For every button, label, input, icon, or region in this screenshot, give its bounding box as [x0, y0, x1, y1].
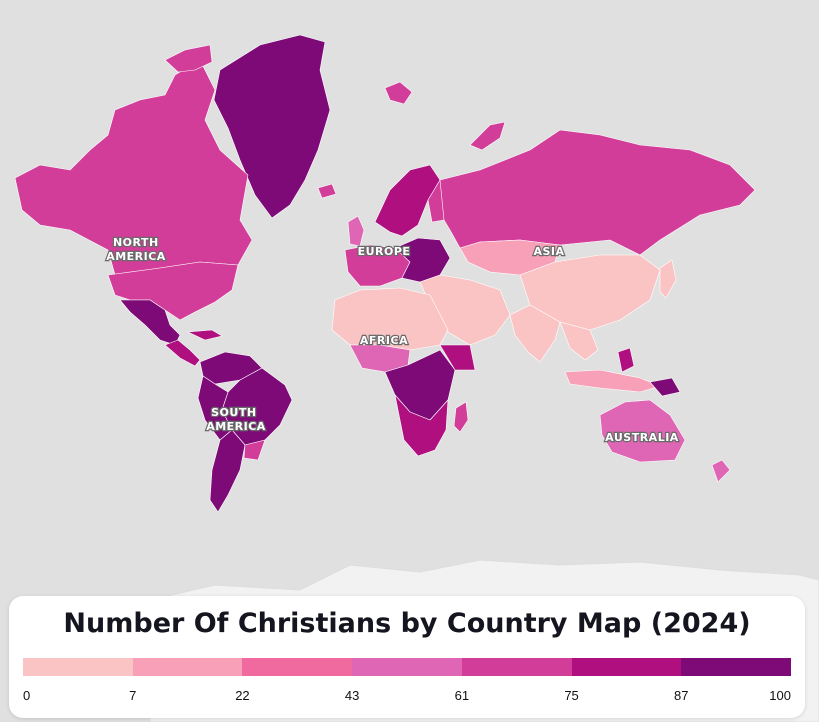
country-uk-ireland[interactable] — [347, 215, 365, 247]
region-label-australia: AUSTRALIA — [605, 431, 679, 444]
country-greenland[interactable] — [213, 34, 331, 219]
country-argentina[interactable] — [209, 429, 246, 513]
country-southern-africa[interactable] — [394, 394, 449, 457]
legend-swatch — [352, 658, 462, 676]
countries — [14, 34, 756, 513]
country-arctic-islands[interactable] — [164, 44, 213, 73]
region-labels: NORTH AMERICA EUROPE ASIA AFRICA SOUTH A… — [105, 235, 680, 445]
country-madagascar[interactable] — [453, 401, 469, 433]
country-russia[interactable] — [439, 129, 756, 256]
country-caribbean[interactable] — [187, 329, 223, 341]
legend-swatch — [132, 658, 243, 676]
country-india[interactable] — [509, 304, 561, 363]
legend-tick-label: 87 — [674, 688, 689, 703]
country-canada[interactable] — [14, 59, 253, 276]
country-japan[interactable] — [659, 259, 677, 299]
country-papua-new-guinea[interactable] — [649, 377, 681, 397]
country-southeast-asia[interactable] — [559, 321, 599, 361]
legend-tick-labels: 0 7 22 43 61 75 87 100 — [23, 688, 791, 704]
country-east-africa[interactable] — [439, 344, 476, 371]
legend-color-bar — [23, 658, 792, 676]
country-philippines[interactable] — [617, 347, 635, 373]
legend-swatch — [571, 658, 682, 676]
region-label-asia: ASIA — [533, 245, 564, 258]
legend-tick-label: 43 — [344, 688, 360, 703]
legend-swatch — [242, 658, 353, 676]
country-central-america[interactable] — [164, 339, 201, 367]
legend-panel: Number Of Christians by Country Map (202… — [9, 596, 805, 718]
region-label-africa: AFRICA — [360, 334, 408, 347]
legend-tick-label: 22 — [235, 688, 250, 703]
country-australia[interactable] — [599, 399, 686, 463]
legend-tick-label: 0 — [23, 688, 31, 703]
country-new-zealand[interactable] — [711, 459, 731, 483]
country-iceland[interactable] — [317, 183, 337, 199]
legend-tick-label: 61 — [454, 688, 470, 703]
country-uruguay-paraguay[interactable] — [243, 439, 266, 461]
region-label-north-america: NORTH AMERICA — [106, 236, 166, 263]
legend-tick-label: 7 — [129, 688, 137, 703]
region-label-south-america: SOUTH AMERICA — [206, 406, 266, 433]
region-label-europe: EUROPE — [358, 245, 411, 258]
legend-tick-label: 75 — [564, 688, 579, 703]
country-novaya-zemlya[interactable] — [469, 121, 506, 151]
legend-swatch — [461, 658, 572, 676]
country-indonesia[interactable] — [564, 369, 661, 393]
country-svalbard[interactable] — [384, 81, 413, 105]
legend-swatch — [23, 658, 133, 676]
legend-swatch — [681, 658, 792, 676]
legend-tick-label: 100 — [769, 688, 791, 703]
map-title: Number Of Christians by Country Map (202… — [63, 608, 751, 639]
